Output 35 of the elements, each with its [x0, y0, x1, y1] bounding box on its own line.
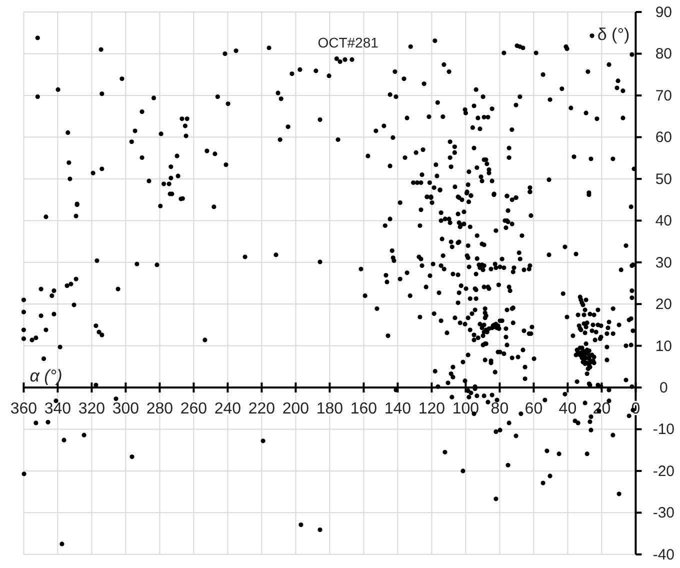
x-tick-label: 120 — [418, 400, 446, 418]
y-tick-label: 10 — [655, 338, 672, 355]
x-tick-label: 300 — [112, 400, 140, 418]
x-tick-label: 340 — [44, 400, 72, 418]
y-tick-label: 0 — [660, 380, 668, 397]
y-tick-label: 50 — [655, 170, 672, 188]
x-tick-label: 180 — [316, 400, 344, 418]
x-tick-label: 260 — [180, 400, 208, 418]
x-tick-label: 80 — [490, 400, 509, 418]
y-tick-label: 80 — [655, 46, 672, 63]
x-tick-label: 40 — [558, 400, 577, 418]
x-axis-title: α (°) — [30, 366, 62, 386]
x-tick-label: 240 — [214, 400, 242, 418]
x-tick-label: 20 — [592, 400, 611, 418]
x-tick-label: 320 — [78, 400, 106, 418]
y-tick-label: -20 — [652, 462, 675, 480]
y-axis-title: δ (°) — [597, 25, 630, 44]
x-tick-label: 280 — [146, 400, 174, 418]
x-tick-label: 100 — [452, 400, 480, 418]
y-tick-label: 90 — [655, 4, 672, 21]
y-tick-label: -10 — [652, 421, 675, 438]
y-tick-label: 60 — [655, 129, 672, 146]
x-tick-label: 140 — [384, 400, 412, 418]
y-tick-label: 70 — [655, 87, 672, 104]
x-tick-label: 160 — [350, 400, 378, 418]
x-tick-label: 220 — [248, 400, 276, 418]
x-tick-label: 200 — [282, 400, 310, 418]
x-tick-label: 360 — [10, 400, 38, 418]
y-tick-label: 30 — [655, 254, 672, 272]
y-tick-label: 20 — [655, 296, 672, 314]
y-tick-label: -40 — [652, 546, 675, 564]
annotation: OCT#281 — [318, 34, 379, 51]
y-tick-label: 40 — [655, 212, 672, 230]
x-tick-label: 60 — [524, 400, 543, 418]
y-tick-label: -30 — [652, 504, 675, 522]
